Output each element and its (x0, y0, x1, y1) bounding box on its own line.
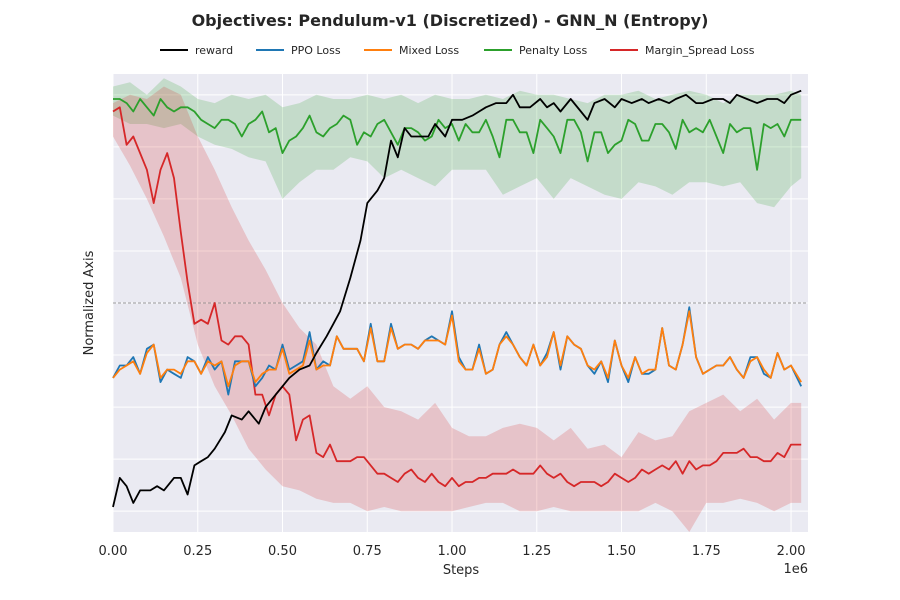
x-tick-label: 1.50 (607, 544, 636, 559)
chart-title: Objectives: Pendulum-v1 (Discretized) - … (192, 11, 709, 30)
series-line-penalty-loss (113, 98, 802, 171)
margin-spread-loss-band (113, 86, 802, 532)
x-axis-offset: 1e6 (783, 562, 808, 577)
legend-label-margin-spread-loss: Margin_Spread Loss (645, 44, 755, 57)
series-lines (112, 89, 803, 508)
grid (112, 74, 808, 532)
x-tick-labels: 0.00 0.25 0.50 0.75 1.00 1.25 1.50 1.75 2.00 (99, 544, 806, 559)
y-axis-label: Normalized Axis (82, 250, 97, 355)
x-tick-label: 1.00 (438, 544, 467, 559)
legend-label-ppo-loss: PPO Loss (291, 44, 341, 57)
confidence-bands (113, 78, 802, 532)
x-tick-label: 1.75 (692, 544, 721, 559)
legend-label-reward: reward (195, 44, 233, 57)
series-line-margin-spread-loss (112, 106, 802, 488)
legend-label-mixed-loss: Mixed Loss (399, 44, 459, 57)
x-tick-label: 0.25 (183, 544, 212, 559)
x-tick-label: 0.75 (353, 544, 382, 559)
legend-label-penalty-loss: Penalty Loss (519, 44, 587, 57)
x-tick-label: 2.00 (777, 544, 806, 559)
series-line-reward (112, 89, 802, 508)
x-tick-label: 1.25 (522, 544, 551, 559)
x-axis-label: Steps (443, 563, 480, 578)
penalty-loss-band (113, 78, 802, 208)
x-tick-label: 0.50 (268, 544, 297, 559)
legend: reward PPO Loss Mixed Loss Penalty Loss Marg… (160, 44, 755, 57)
series-line-mixed-loss (112, 310, 802, 388)
x-tick-label: 0.00 (99, 544, 128, 559)
